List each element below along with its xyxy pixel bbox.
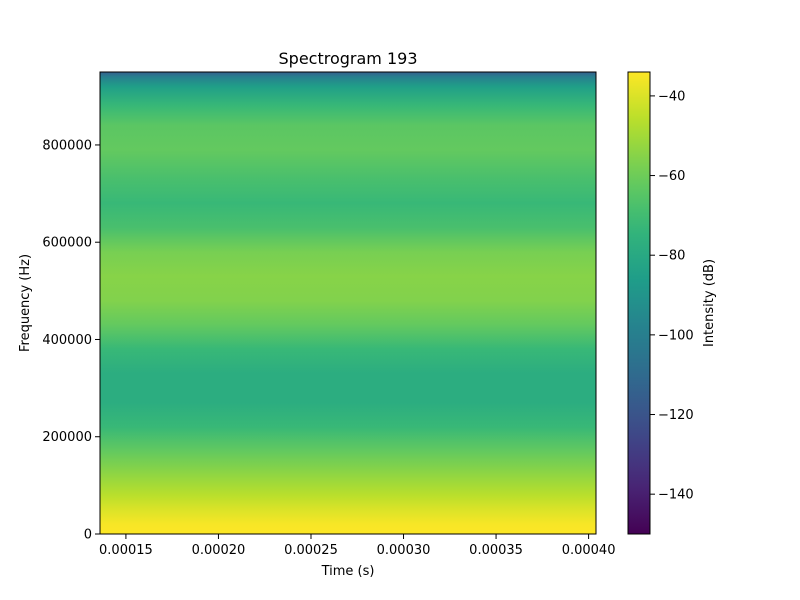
chart-title: Spectrogram 193 bbox=[279, 49, 418, 68]
y-tick-label: 800000 bbox=[42, 138, 92, 153]
x-tick-label: 0.00030 bbox=[377, 543, 431, 558]
colorbar-frame bbox=[627, 71, 651, 535]
x-tick-label: 0.00025 bbox=[284, 543, 338, 558]
y-axis-ticks: 0 200000 400000 600000 800000 bbox=[42, 138, 100, 543]
colorbar-tick-label: −60 bbox=[658, 169, 685, 184]
plot-frame bbox=[99, 71, 597, 535]
y-tick-label: 200000 bbox=[42, 430, 92, 445]
colorbar-ticks: −40 −60 −80 −100 −120 −140 bbox=[650, 89, 694, 503]
x-tick-label: 0.00020 bbox=[192, 543, 246, 558]
spectrogram-image bbox=[100, 72, 596, 534]
x-axis-ticks: 0.00015 0.00020 0.00025 0.00030 0.00035 0.000… bbox=[99, 534, 615, 558]
colorbar bbox=[628, 72, 650, 534]
colorbar-tick-label: −100 bbox=[658, 328, 694, 343]
x-tick-label: 0.00015 bbox=[99, 543, 153, 558]
colorbar-tick-label: −80 bbox=[658, 249, 685, 264]
colorbar-label: Intensity (dB) bbox=[702, 259, 717, 347]
x-axis-label: Time (s) bbox=[321, 564, 375, 579]
y-tick-label: 600000 bbox=[42, 236, 92, 251]
x-tick-label: 0.00040 bbox=[562, 543, 616, 558]
y-axis-label: Frequency (Hz) bbox=[18, 254, 33, 352]
colorbar-tick-label: −140 bbox=[658, 488, 694, 503]
x-tick-label: 0.00035 bbox=[469, 543, 523, 558]
y-tick-label: 400000 bbox=[42, 333, 92, 348]
y-tick-label: 0 bbox=[84, 528, 92, 543]
colorbar-tick-label: −120 bbox=[658, 408, 694, 423]
colorbar-tick-label: −40 bbox=[658, 89, 685, 104]
